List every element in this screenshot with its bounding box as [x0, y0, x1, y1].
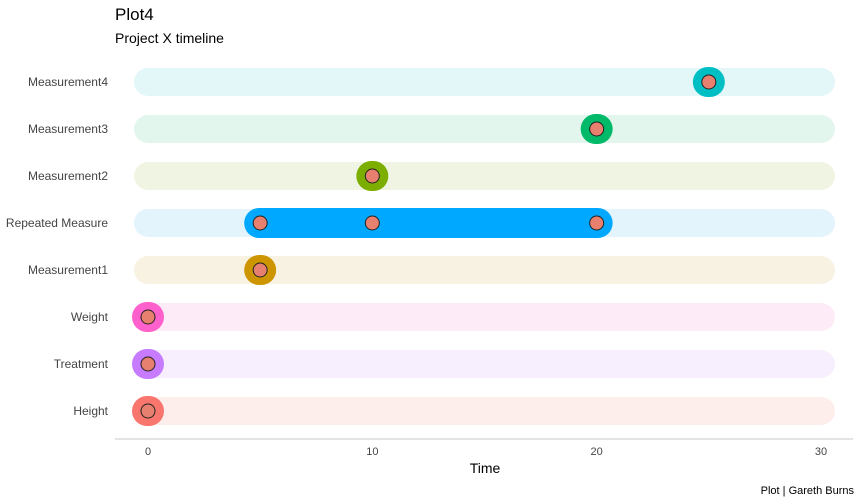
timeline-row: Measurement3 [28, 114, 835, 144]
row-track [134, 68, 835, 96]
data-point [252, 215, 268, 231]
chart-title: Plot4 [115, 5, 154, 24]
row-track [134, 397, 835, 425]
data-point [140, 356, 156, 372]
data-point [589, 215, 605, 231]
data-point [364, 215, 380, 231]
y-axis-label: Measurement1 [28, 263, 108, 277]
data-point [364, 168, 380, 184]
chart-caption: Plot | Gareth Burns [761, 485, 855, 497]
x-axis-ticks: 0 10 20 30 [145, 446, 827, 458]
y-axis-label: Repeated Measure [6, 216, 108, 230]
timeline-row: Measurement2 [28, 161, 835, 191]
data-point [140, 403, 156, 419]
row-track [134, 115, 835, 143]
y-axis-label: Treatment [54, 357, 109, 371]
row-track [134, 350, 835, 378]
x-axis-label: Time [470, 460, 501, 476]
y-axis-label: Measurement4 [28, 75, 108, 89]
data-point [701, 74, 717, 90]
row-track [134, 303, 835, 331]
chart-subtitle: Project X timeline [115, 30, 224, 46]
y-axis-label: Measurement3 [28, 122, 108, 136]
timeline-row: Treatment [54, 349, 835, 379]
data-point [589, 121, 605, 137]
data-point [252, 262, 268, 278]
row-track [134, 256, 835, 284]
timeline-row: Height [73, 396, 835, 426]
timeline-row: Measurement1 [28, 255, 835, 285]
x-tick-label: 10 [366, 446, 378, 458]
y-axis-label: Measurement2 [28, 169, 108, 183]
timeline-row: Measurement4 [28, 67, 835, 97]
row-segment [244, 208, 613, 238]
x-tick-label: 20 [591, 446, 603, 458]
y-axis-label: Weight [71, 310, 109, 324]
row-track [134, 162, 835, 190]
y-axis-label: Height [73, 404, 108, 418]
x-tick-label: 0 [145, 446, 151, 458]
timeline-row: Weight [71, 302, 835, 332]
data-point [140, 309, 156, 325]
x-tick-label: 30 [815, 446, 827, 458]
timeline-rows: Measurement4 Measurement3 Measurement2 Repe… [6, 67, 835, 426]
timeline-row: Repeated Measure [6, 208, 835, 238]
